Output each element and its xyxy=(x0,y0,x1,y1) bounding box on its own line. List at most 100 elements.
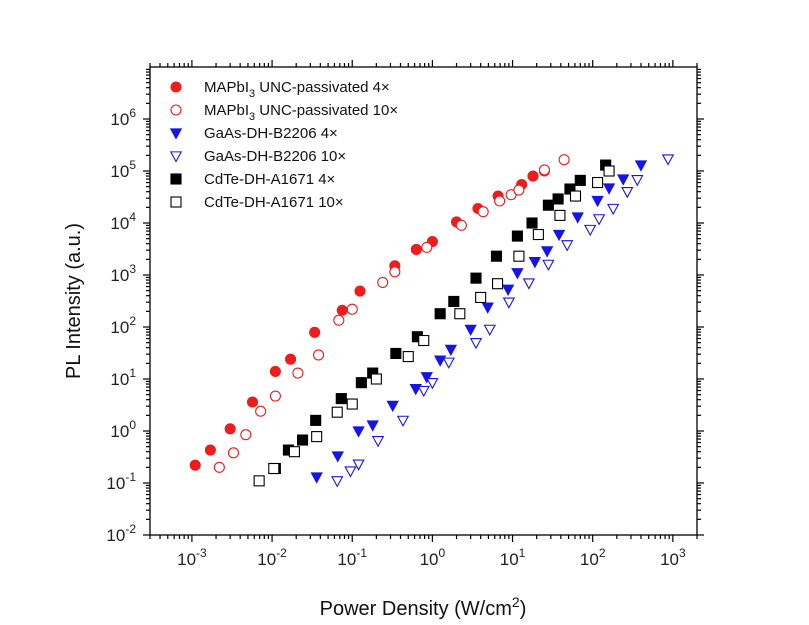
data-point xyxy=(483,324,496,337)
data-point xyxy=(331,406,343,418)
data-point xyxy=(591,195,604,208)
data-point xyxy=(481,302,494,314)
data-point xyxy=(346,303,358,315)
data-point xyxy=(255,405,267,417)
axis-ticks: 10-3 10-2 10-1 100 101 102 10310-210-110010110… xyxy=(106,60,704,569)
legend-label-main: GaAs-DH-B2206 4× xyxy=(204,125,338,142)
y-tick-base: 10 xyxy=(110,422,129,441)
y-tick-label: 104 xyxy=(110,210,136,233)
legend-marker xyxy=(170,196,182,208)
y-tick-label: 10-1 xyxy=(106,470,136,493)
legend-label: MAPbI3 UNC-passivated 4× xyxy=(204,79,390,100)
y-tick-label: 103 xyxy=(110,262,136,285)
data-point xyxy=(532,228,544,241)
data-point xyxy=(189,459,201,471)
data-point xyxy=(386,400,399,413)
y-tick-label: 100 xyxy=(110,418,136,441)
legend-item: MAPbI3 UNC-passivated 10× xyxy=(170,102,398,123)
data-point xyxy=(269,390,281,402)
y-tick-exponent: -2 xyxy=(125,522,136,536)
data-point xyxy=(331,476,344,488)
plot-frame xyxy=(149,66,698,536)
legend-item: GaAs-DH-B2206 10× xyxy=(169,148,346,165)
x-tick-base: 10 xyxy=(660,550,679,569)
legend-marker xyxy=(170,81,182,93)
data-point xyxy=(513,184,525,196)
data-point xyxy=(309,326,321,338)
data-point xyxy=(522,278,536,290)
data-point xyxy=(335,393,347,405)
data-point xyxy=(355,377,367,389)
data-point xyxy=(492,278,504,290)
data-point xyxy=(268,462,280,475)
legend-label: CdTe-DH-A1671 10× xyxy=(204,194,344,211)
data-point xyxy=(418,334,430,347)
data-point xyxy=(269,365,281,377)
data-point xyxy=(227,447,240,459)
data-point xyxy=(331,451,344,463)
x-tick-exponent: -2 xyxy=(276,546,287,560)
data-point xyxy=(292,367,304,379)
x-tick-base: 10 xyxy=(420,550,439,569)
x-axis-title-tail: ) xyxy=(520,598,527,620)
x-tick-label: 10-2 xyxy=(257,546,287,569)
x-tick-label: 101 xyxy=(500,546,526,569)
data-point xyxy=(455,219,467,231)
data-point xyxy=(528,257,542,269)
data-point xyxy=(475,291,487,304)
data-point xyxy=(571,212,584,224)
data-point xyxy=(310,414,322,426)
data-point xyxy=(602,183,616,195)
x-tick-base: 10 xyxy=(500,550,519,569)
data-point xyxy=(213,461,225,473)
data-point xyxy=(421,241,433,253)
data-point xyxy=(402,351,414,363)
data-point xyxy=(433,355,447,367)
legend-label: GaAs-DH-B2206 4× xyxy=(204,125,338,142)
legend: MAPbI3 UNC-passivated 4×MAPbI3 UNC-passi… xyxy=(169,79,398,211)
y-tick-exponent: 5 xyxy=(129,158,136,172)
data-point xyxy=(606,203,620,216)
legend-label: MAPbI3 UNC-passivated 10× xyxy=(204,102,398,123)
data-point xyxy=(352,426,365,438)
data-point xyxy=(224,423,236,435)
x-tick-exponent: -1 xyxy=(356,546,367,560)
data-point xyxy=(631,175,644,187)
legend-marker xyxy=(169,151,183,163)
legend-label: CdTe-DH-A1671 4× xyxy=(204,171,335,188)
data-point xyxy=(603,165,615,177)
x-tick-label: 103 xyxy=(660,546,686,569)
data-point xyxy=(344,466,357,478)
x-tick-label: 10-3 xyxy=(177,546,207,569)
data-point xyxy=(470,272,482,284)
data-point xyxy=(370,373,382,385)
data-point xyxy=(617,174,630,186)
data-point xyxy=(288,446,300,458)
legend-label: GaAs-DH-B2206 10× xyxy=(204,148,346,165)
data-point xyxy=(352,459,365,471)
x-axis-title-sup: 2 xyxy=(512,594,520,610)
y-tick-base: 10 xyxy=(110,110,129,129)
x-tick-exponent: -3 xyxy=(196,546,207,560)
data-point xyxy=(502,297,516,309)
x-tick-label: 100 xyxy=(420,546,446,569)
data-point xyxy=(420,372,433,384)
data-point xyxy=(542,259,555,272)
x-tick-exponent: 3 xyxy=(679,546,686,560)
y-tick-base: 10 xyxy=(110,370,129,389)
y-tick-exponent: 6 xyxy=(129,106,136,120)
data-point xyxy=(501,284,515,296)
data-point xyxy=(574,174,586,186)
data-point xyxy=(634,160,648,172)
y-tick-exponent: 1 xyxy=(129,366,136,380)
y-tick-label: 105 xyxy=(110,158,136,181)
data-point xyxy=(558,154,570,166)
legend-item: CdTe-DH-A1671 4× xyxy=(170,171,335,188)
series-5 xyxy=(269,159,612,475)
legend-label-rest: UNC-passivated 4× xyxy=(255,79,390,96)
data-point xyxy=(417,385,430,398)
y-axis-title: PL Intensity (a.u.) xyxy=(63,223,85,379)
data-point xyxy=(454,308,466,320)
data-point xyxy=(464,324,477,337)
data-point xyxy=(410,243,422,255)
